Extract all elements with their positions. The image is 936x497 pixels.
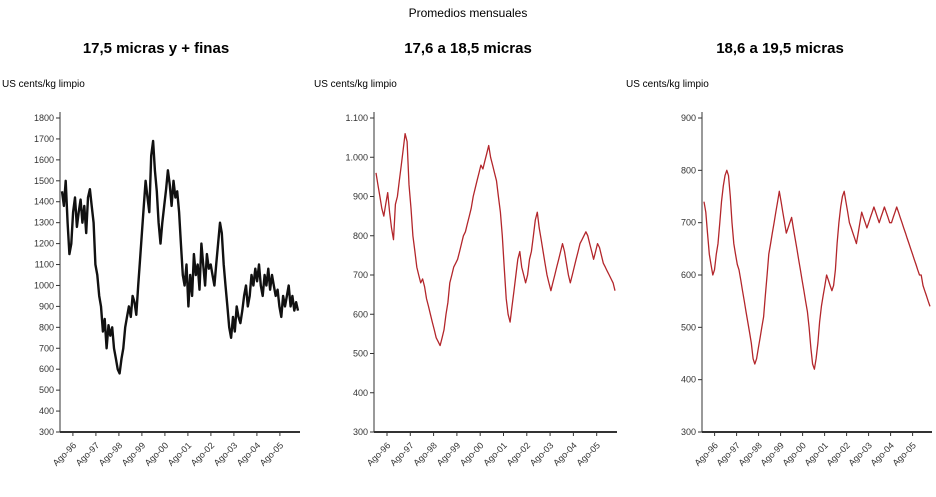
y-tick-label: 800 (39, 322, 54, 332)
y-tick-label: 1300 (34, 218, 54, 228)
y-tick-label: 800 (681, 165, 696, 175)
x-tick-label: Ago-97 (388, 440, 416, 468)
y-tick-label: 700 (353, 270, 368, 280)
figure-title: Promedios mensuales (408, 6, 528, 20)
y-axis-label: US cents/kg limpio (314, 79, 397, 90)
y-tick-label: 600 (39, 364, 54, 374)
y-tick-label: 300 (681, 427, 696, 437)
x-tick-label: Ago-99 (435, 440, 463, 468)
y-tick-label: 1400 (34, 197, 54, 207)
y-tick-label: 800 (353, 231, 368, 241)
y-tick-label: 500 (681, 322, 696, 332)
x-tick-label: Ago-04 (868, 440, 896, 468)
y-tick-label: 1.100 (345, 113, 368, 123)
x-tick-label: Ago-05 (575, 440, 603, 468)
x-tick-label: Ago-97 (714, 440, 742, 468)
y-tick-label: 1700 (34, 134, 54, 144)
x-tick-label: Ago-98 (97, 440, 125, 468)
chart-title: 17,5 micras y + finas (82, 40, 230, 57)
y-tick-label: 900 (39, 301, 54, 311)
x-tick-label: Ago-03 (528, 440, 556, 468)
series-line (375, 133, 616, 347)
y-tick-label: 400 (39, 406, 54, 416)
x-tick-label: Ago-02 (824, 440, 852, 468)
x-tick-label: Ago-01 (481, 440, 509, 468)
x-tick-label: Ago-00 (780, 440, 808, 468)
x-tick-label: Ago-99 (758, 440, 786, 468)
y-tick-label: 1600 (34, 155, 54, 165)
y-tick-label: 1000 (34, 280, 54, 290)
y-tick-label: 300 (39, 427, 54, 437)
line-chart-svg: 1800 1700 1600 1500 1400 1300 1200 1100 1000 900 8… (34, 112, 300, 468)
x-tick-label: Ago-96 (51, 440, 79, 468)
y-tick-label: 500 (39, 385, 54, 395)
x-tick-label: Ago-99 (120, 440, 148, 468)
chart-panel-fine-wool: 17,5 micras y + finas US cents/kg limpio… (0, 0, 312, 497)
x-tick-label: Ago-01 (166, 440, 194, 468)
x-tick-label: Ago-98 (411, 440, 439, 468)
x-tick-label: Ago-96 (692, 440, 720, 468)
y-tick-label: 300 (353, 427, 368, 437)
y-tick-label: 1200 (34, 239, 54, 249)
y-axis-label: US cents/kg limpio (2, 79, 85, 90)
x-tick-label: Ago-04 (235, 440, 263, 468)
y-axis-label: US cents/kg limpio (626, 79, 709, 90)
series-line (60, 139, 300, 375)
y-tick-label: 500 (353, 349, 368, 359)
x-tick-label: Ago-05 (890, 440, 918, 468)
y-tick-label: 700 (39, 343, 54, 353)
y-tick-label: 600 (353, 309, 368, 319)
x-tick-label: Ago-96 (365, 440, 393, 468)
chart-title: 18,6 a 19,5 micras (716, 40, 844, 57)
x-tick-label: Ago-98 (736, 440, 764, 468)
y-tick-label: 900 (353, 192, 368, 202)
x-tick-label: Ago-00 (143, 440, 171, 468)
chart-panel-medium-wool: 17,6 a 18,5 micras US cents/kg limpio 1.… (312, 0, 624, 497)
x-tick-label: Ago-02 (505, 440, 533, 468)
y-tick-label: 400 (681, 375, 696, 385)
line-chart-svg: 1.1001.000900800700600500400300Ago-96Ago… (345, 112, 617, 468)
y-tick-label: 1800 (34, 113, 54, 123)
chart-title: 17,6 a 18,5 micras (404, 40, 532, 57)
x-tick-label: Ago-97 (74, 440, 102, 468)
x-tick-label: Ago-05 (258, 440, 286, 468)
x-tick-label: Ago-00 (458, 440, 486, 468)
x-tick-label: Ago-01 (802, 440, 830, 468)
chart-panel-broad-wool: 18,6 a 19,5 micras US cents/kg limpio 90… (624, 0, 936, 497)
x-tick-label: Ago-04 (551, 440, 579, 468)
y-tick-label: 1500 (34, 176, 54, 186)
x-tick-label: Ago-02 (189, 440, 217, 468)
y-tick-label: 1.000 (345, 152, 368, 162)
line-chart-svg: 900800700600500400300Ago-96Ago-97Ago-98A… (681, 112, 932, 468)
y-tick-label: 600 (681, 270, 696, 280)
y-tick-label: 400 (353, 388, 368, 398)
y-tick-label: 900 (681, 113, 696, 123)
y-tick-label: 1100 (35, 260, 54, 270)
y-tick-label: 700 (681, 218, 696, 228)
x-tick-label: Ago-03 (212, 440, 240, 468)
series-line (703, 169, 931, 370)
x-tick-label: Ago-03 (846, 440, 874, 468)
